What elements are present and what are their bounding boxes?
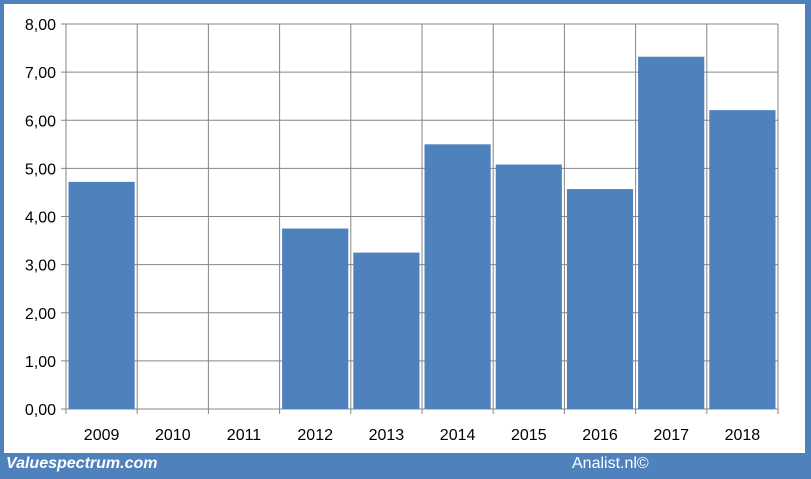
bar-2015: [495, 164, 562, 409]
x-tick-label: 2009: [84, 427, 120, 444]
x-tick-label: 2018: [725, 427, 761, 444]
y-tick-label: 1,00: [25, 354, 56, 371]
bar-2017: [638, 56, 705, 409]
y-tick-label: 0,00: [25, 402, 56, 419]
bar-2013: [353, 252, 420, 409]
x-tick-label: 2012: [297, 427, 333, 444]
x-tick-label: 2011: [227, 427, 262, 444]
bar-2009: [68, 181, 135, 409]
bar-2014: [424, 144, 491, 409]
y-tick-label: 2,00: [25, 306, 56, 323]
y-tick-label: 6,00: [25, 113, 56, 130]
y-tick-label: 3,00: [25, 258, 56, 275]
x-tick-label: 2010: [155, 427, 191, 444]
x-tick-label: 2013: [369, 427, 405, 444]
footer-source-valuespectrum: Valuespectrum.com: [6, 455, 158, 472]
x-tick-label: 2014: [440, 427, 476, 444]
y-tick-label: 4,00: [25, 210, 56, 227]
y-tick-label: 7,00: [25, 65, 56, 82]
bar-2016: [566, 189, 634, 409]
x-tick-label: 2016: [582, 427, 618, 444]
bar-2018: [709, 110, 776, 410]
y-tick-label: 5,00: [25, 161, 56, 178]
footer-source-analist: Analist.nl©: [572, 455, 649, 472]
x-tick-label: 2015: [511, 427, 547, 444]
x-tick-label: 2017: [653, 427, 689, 444]
y-tick-label: 8,00: [25, 17, 56, 34]
bar-2012: [282, 228, 349, 409]
